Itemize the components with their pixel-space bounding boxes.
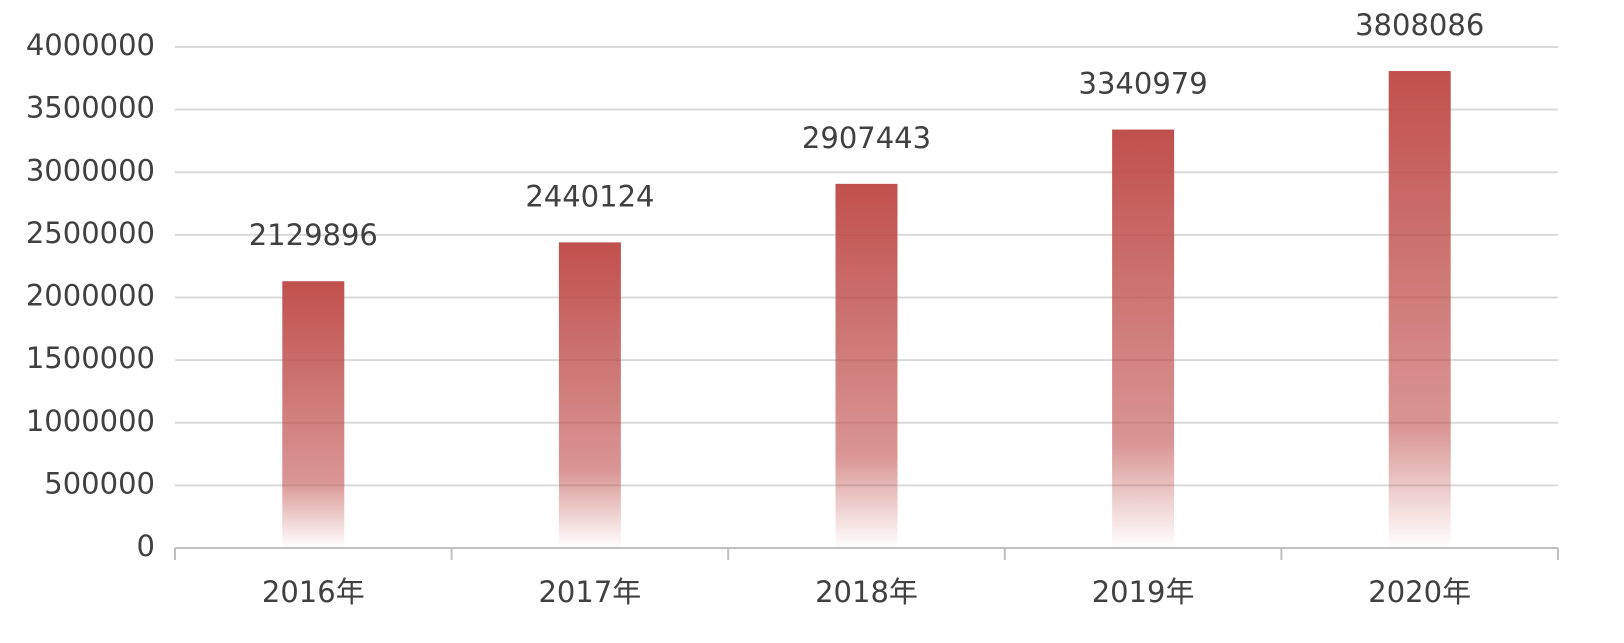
y-tick-label: 3500000 bbox=[26, 91, 155, 125]
x-tick-label: 2019年 bbox=[1092, 575, 1195, 609]
bar bbox=[558, 242, 621, 549]
bar bbox=[835, 183, 898, 548]
data-label: 2440124 bbox=[525, 179, 654, 213]
x-tick-label: 2017年 bbox=[538, 575, 641, 609]
data-label: 2129896 bbox=[249, 218, 378, 252]
y-tick-label: 0 bbox=[137, 529, 155, 563]
y-tick-label: 2000000 bbox=[26, 279, 155, 313]
data-label: 3808086 bbox=[1355, 8, 1484, 42]
y-tick-label: 4000000 bbox=[26, 28, 155, 62]
x-tick-label: 2020年 bbox=[1368, 575, 1471, 609]
y-tick-label: 500000 bbox=[44, 466, 155, 500]
data-label: 2907443 bbox=[802, 121, 931, 155]
y-tick-label: 2500000 bbox=[26, 216, 155, 250]
bar bbox=[1112, 129, 1175, 549]
x-tick-label: 2016年 bbox=[262, 575, 365, 609]
y-tick-label: 1500000 bbox=[26, 341, 155, 375]
y-tick-label: 1000000 bbox=[26, 404, 155, 438]
bar bbox=[1388, 71, 1451, 548]
y-tick-label: 3000000 bbox=[26, 153, 155, 187]
data-label: 3340979 bbox=[1079, 67, 1208, 101]
bar bbox=[282, 281, 345, 548]
x-tick-label: 2018年 bbox=[815, 575, 918, 609]
